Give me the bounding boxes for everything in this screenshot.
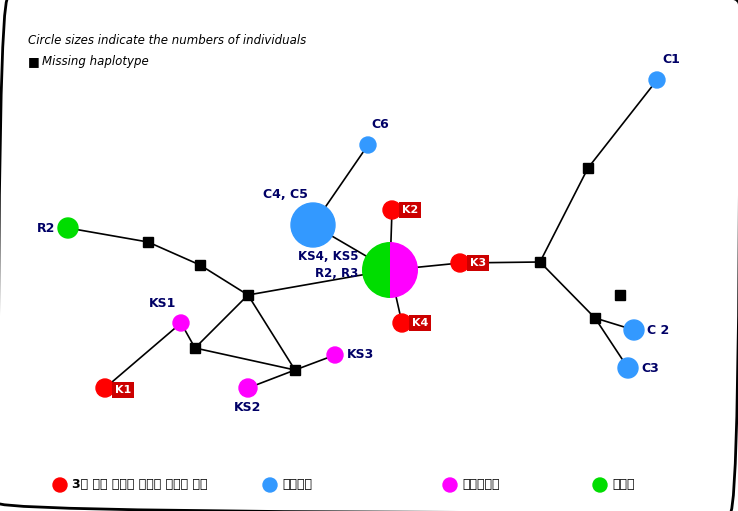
Circle shape xyxy=(327,347,343,363)
Wedge shape xyxy=(390,242,418,298)
Circle shape xyxy=(360,137,376,153)
Text: C6: C6 xyxy=(371,118,389,131)
Text: KS1: KS1 xyxy=(148,297,176,310)
Bar xyxy=(290,365,300,375)
Text: C4, C5: C4, C5 xyxy=(263,188,308,201)
Text: KS2: KS2 xyxy=(234,401,262,414)
Bar xyxy=(143,237,153,247)
Text: 3개 대학 자연사 박물관 한국산 추정: 3개 대학 자연사 박물관 한국산 추정 xyxy=(72,478,207,492)
Text: K3: K3 xyxy=(470,258,486,268)
Bar xyxy=(583,163,593,173)
Bar xyxy=(190,343,200,353)
Text: 러시아: 러시아 xyxy=(612,478,635,492)
Circle shape xyxy=(443,478,457,492)
Text: ■: ■ xyxy=(28,56,40,68)
Circle shape xyxy=(53,478,67,492)
Circle shape xyxy=(383,201,401,219)
Text: KS3: KS3 xyxy=(347,349,374,361)
Bar xyxy=(615,290,625,300)
Bar xyxy=(243,290,253,300)
Bar xyxy=(195,260,205,270)
Text: C3: C3 xyxy=(641,361,659,375)
Text: KS4, KS5
R2, R3: KS4, KS5 R2, R3 xyxy=(297,250,358,280)
Circle shape xyxy=(173,315,189,331)
Bar xyxy=(535,257,545,267)
Circle shape xyxy=(291,203,335,247)
Circle shape xyxy=(618,358,638,378)
Bar xyxy=(590,313,600,323)
Text: C 2: C 2 xyxy=(647,323,669,337)
Circle shape xyxy=(96,379,114,397)
Text: R2: R2 xyxy=(37,221,55,235)
Text: K1: K1 xyxy=(115,385,131,395)
Text: C1: C1 xyxy=(662,53,680,66)
Circle shape xyxy=(451,254,469,272)
Wedge shape xyxy=(362,242,390,298)
Text: 중국농장: 중국농장 xyxy=(282,478,312,492)
Circle shape xyxy=(649,72,665,88)
Circle shape xyxy=(624,320,644,340)
Text: Circle sizes indicate the numbers of individuals: Circle sizes indicate the numbers of ind… xyxy=(28,34,306,47)
Text: K2: K2 xyxy=(402,205,418,215)
Text: K4: K4 xyxy=(412,318,428,328)
Text: 서울대공원: 서울대공원 xyxy=(462,478,500,492)
Text: Missing haplotype: Missing haplotype xyxy=(42,56,149,68)
Circle shape xyxy=(58,218,78,238)
Circle shape xyxy=(593,478,607,492)
Circle shape xyxy=(239,379,257,397)
Circle shape xyxy=(263,478,277,492)
Circle shape xyxy=(393,314,411,332)
